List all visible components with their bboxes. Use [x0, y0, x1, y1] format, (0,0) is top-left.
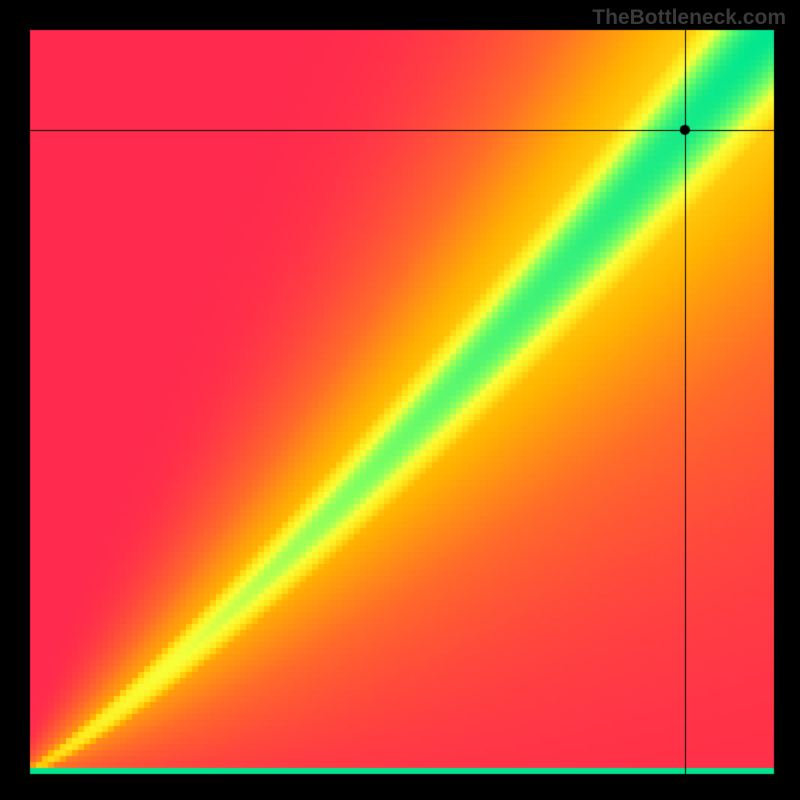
watermark-text: TheBottleneck.com [592, 6, 786, 30]
chart-container: TheBottleneck.com [0, 0, 800, 800]
bottleneck-heatmap [0, 0, 800, 800]
